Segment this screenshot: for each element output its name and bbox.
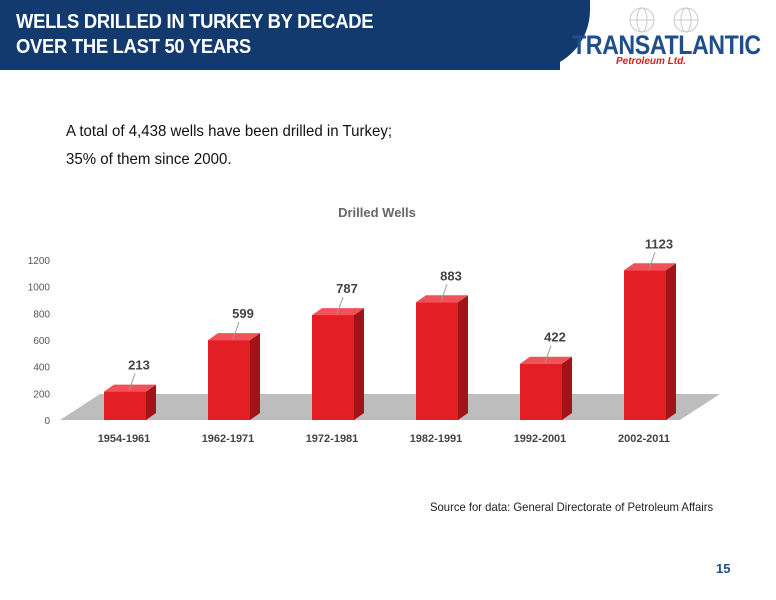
- bar-1982-1991: [416, 295, 468, 420]
- data-label-leader: [440, 284, 448, 302]
- data-label-leader: [232, 321, 240, 340]
- y-tick-label: 1000: [28, 283, 51, 294]
- x-tick-label: 1962-1971: [202, 433, 255, 445]
- bar-side: [666, 263, 676, 420]
- slide-title-line-2: OVER THE LAST 50 YEARS: [16, 36, 251, 58]
- y-tick-label: 200: [33, 389, 50, 400]
- bar-side: [250, 333, 260, 420]
- bar-front: [208, 340, 250, 420]
- bar-side: [562, 356, 572, 420]
- source-note: Source for data: General Directorate of …: [430, 500, 714, 514]
- data-label-leader: [128, 373, 136, 391]
- bar-1962-1971: [208, 333, 260, 420]
- bar-side: [146, 384, 156, 420]
- bar-1972-1981: [312, 308, 364, 420]
- bar-front: [416, 302, 458, 420]
- bar-side: [458, 295, 468, 420]
- x-tick-label: 1972-1981: [306, 433, 359, 445]
- y-tick-label: 800: [33, 309, 50, 320]
- globe-icon: [629, 7, 699, 33]
- bar-front: [104, 391, 146, 420]
- data-label: 883: [440, 268, 462, 283]
- x-tick-label: 1982-1991: [410, 433, 463, 445]
- drilled-wells-chart: Drilled Wells 0 200 400 600 800 1000 1200 213 5…: [28, 205, 720, 445]
- bar-side: [354, 308, 364, 420]
- y-tick-label: 0: [44, 416, 50, 427]
- slide-title: WELLS DRILLED IN TURKEY BY DECADE OVER T…: [16, 10, 373, 60]
- bar-front: [520, 363, 562, 420]
- data-label-leader: [336, 296, 344, 315]
- slide-title-line-1: WELLS DRILLED IN TURKEY BY DECADE: [16, 11, 374, 33]
- summary-line-2: 35% of them since 2000.: [66, 151, 232, 168]
- y-tick-label: 400: [33, 363, 50, 374]
- bar-front: [624, 270, 666, 420]
- data-label: 787: [336, 281, 358, 296]
- logo-subtitle: Petroleum Ltd.: [616, 56, 687, 67]
- data-label: 213: [128, 358, 150, 373]
- title-bar: WELLS DRILLED IN TURKEY BY DECADE OVER T…: [0, 0, 590, 70]
- bar-1954-1961: [104, 384, 156, 420]
- data-label-leader: [648, 252, 656, 270]
- logo-name: TRANSATLANTIC: [572, 30, 761, 60]
- chart-floor: [60, 394, 720, 420]
- x-tick-label: 2002-2011: [618, 433, 670, 445]
- x-tick-label: 1954-1961: [98, 433, 151, 445]
- bar-front: [312, 315, 354, 420]
- company-logo: TRANSATLANTIC Petroleum Ltd.: [570, 6, 761, 68]
- data-label: 422: [544, 330, 566, 345]
- data-label: 1123: [645, 236, 673, 251]
- bar-2002-2011: [624, 263, 676, 420]
- page-number: 15: [716, 561, 731, 576]
- data-label: 599: [232, 306, 254, 321]
- y-tick-label: 600: [33, 336, 50, 347]
- y-tick-label: 1200: [28, 256, 51, 267]
- data-label-leader: [544, 345, 552, 363]
- bar-1992-2001: [520, 356, 572, 420]
- summary-text: A total of 4,438 wells have been drilled…: [66, 118, 392, 174]
- summary-line-1: A total of 4,438 wells have been drilled…: [66, 123, 393, 140]
- chart-title: Drilled Wells: [338, 205, 416, 220]
- x-tick-label: 1992-2001: [514, 433, 567, 445]
